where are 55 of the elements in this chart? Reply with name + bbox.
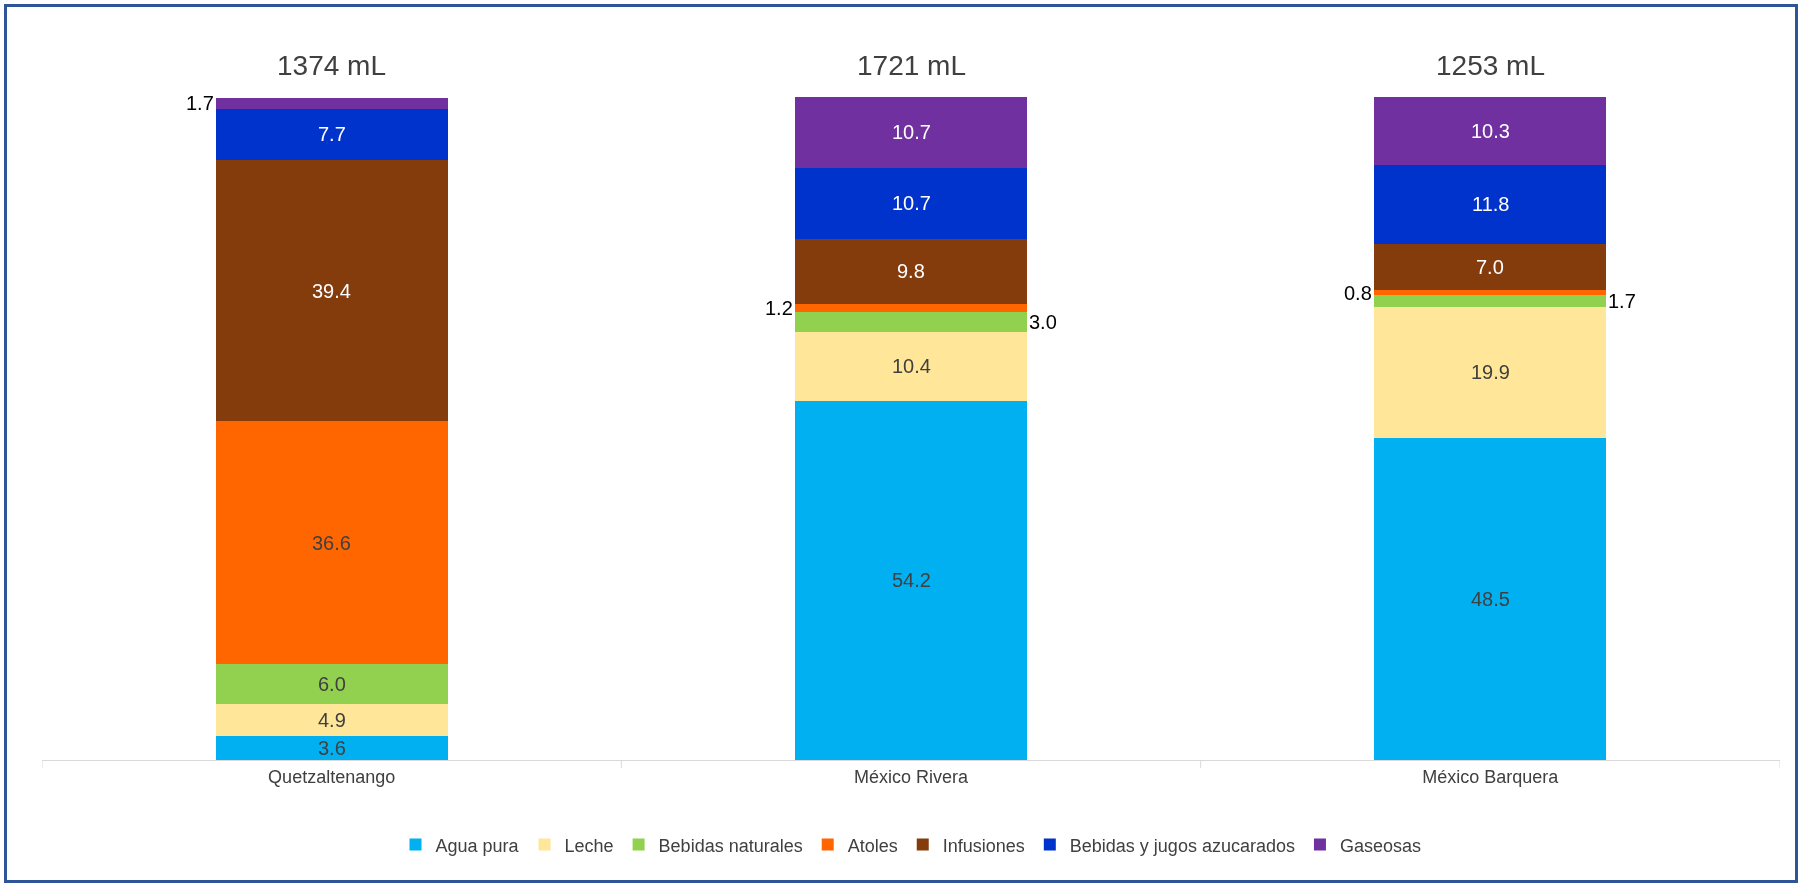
legend-label: Bebidas y jugos azucarados — [1069, 835, 1295, 856]
annotation: 1374 mL — [277, 50, 386, 81]
legend-label: Atoles — [847, 835, 898, 856]
x-tick-label: México Rivera — [853, 766, 969, 787]
bar — [795, 400, 1027, 760]
data-label: 39.4 — [312, 280, 351, 302]
bar — [215, 703, 448, 737]
legend-label: Bebidas naturales — [658, 835, 803, 856]
bar — [1374, 97, 1607, 166]
bar — [215, 663, 448, 704]
data-label: 9.8 — [897, 260, 925, 282]
legend-label: Infusiones — [942, 835, 1025, 856]
data-label: 4.9 — [318, 709, 346, 731]
bar — [215, 97, 448, 109]
bar — [215, 736, 448, 760]
data-label: 48.5 — [1471, 588, 1510, 610]
legend-label: Agua pura — [435, 835, 520, 856]
bar — [1374, 306, 1607, 439]
bar — [795, 311, 1027, 332]
x-tick-label: Quetzaltenango — [268, 766, 396, 787]
x-tick-label: México Barquera — [1422, 766, 1560, 787]
bar — [215, 159, 448, 422]
bar — [215, 421, 448, 664]
data-label: 3.0 — [1029, 311, 1057, 333]
bar — [795, 97, 1027, 168]
bar — [795, 331, 1027, 401]
data-label: 19.9 — [1471, 361, 1510, 383]
bar — [1374, 295, 1607, 307]
bar — [1374, 438, 1607, 760]
data-label: 1.2 — [765, 297, 793, 319]
bar — [1374, 243, 1607, 290]
bar — [795, 167, 1027, 239]
bar — [795, 238, 1027, 304]
legend-label: Gaseosas — [1339, 835, 1421, 856]
annotation: 1253 mL — [1436, 50, 1545, 81]
data-label: 10.3 — [1471, 120, 1510, 142]
data-label: 1.7 — [186, 92, 214, 114]
data-label: 11.8 — [1472, 193, 1510, 215]
bar — [795, 303, 1027, 312]
data-label: 7.0 — [1476, 256, 1504, 278]
bar — [1374, 289, 1607, 296]
data-label: 3.6 — [318, 737, 346, 759]
data-label: 0.8 — [1344, 282, 1372, 304]
data-label: 1.7 — [1608, 290, 1636, 312]
data-label: 10.7 — [892, 192, 931, 214]
data-label: 54.2 — [892, 569, 931, 591]
bar — [215, 108, 448, 160]
data-label: 10.4 — [892, 355, 931, 377]
annotation: 1721 mL — [857, 50, 966, 81]
data-label: 6.0 — [318, 673, 346, 695]
legend-label: Leche — [564, 835, 614, 856]
data-label: 10.7 — [892, 121, 931, 143]
bar — [1374, 165, 1607, 244]
data-label: 7.7 — [318, 123, 346, 145]
data-label: 36.6 — [312, 532, 351, 554]
